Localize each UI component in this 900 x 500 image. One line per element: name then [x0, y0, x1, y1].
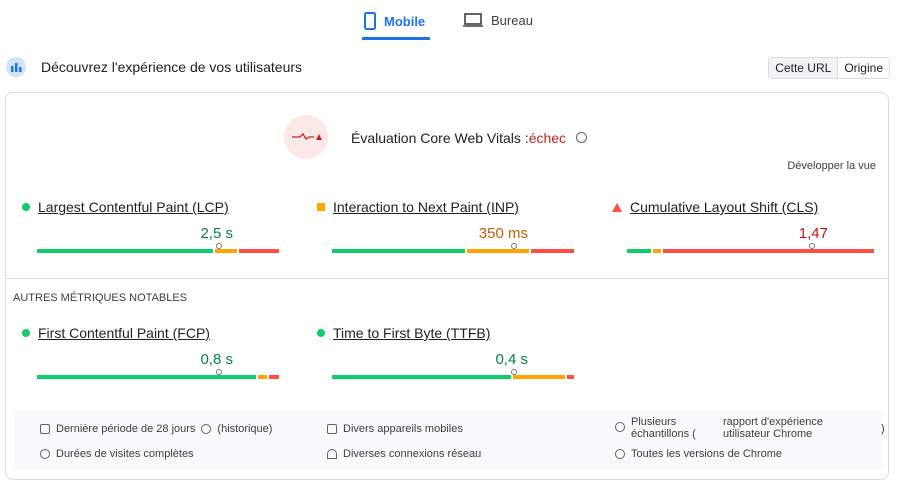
- distribution-segment: [257, 375, 268, 379]
- p75-marker: [215, 243, 222, 249]
- toggle: Cette URL Origine: [768, 57, 890, 79]
- distribution-segment: [662, 249, 874, 253]
- card: [5, 92, 889, 480]
- divider: [6, 278, 888, 279]
- footer-text: Durées de visites complètes: [56, 448, 194, 460]
- metric-value: 2,5 s: [200, 225, 233, 242]
- distribution-segment: [37, 375, 256, 379]
- distribution-segment: [332, 375, 511, 379]
- distribution-segment: [531, 249, 574, 253]
- icon: [327, 424, 337, 434]
- assessment-status: échec: [528, 130, 567, 146]
- footer-item: Toutes les versions de Chrome: [615, 448, 782, 460]
- assessment-label: Évaluation Core Web Vitals :: [351, 130, 529, 146]
- icon: [327, 449, 337, 459]
- metric-value: 0,4 s: [495, 351, 528, 368]
- distribution-segment: [238, 249, 279, 253]
- other-title: AUTRES MÉTRIQUES NOTABLES: [13, 292, 187, 304]
- tab-label: Mobile: [384, 13, 426, 29]
- metric-name[interactable]: Time to First Byte (TTFB): [317, 325, 574, 341]
- section-title: Découvrez l'expérience de vos utilisateu…: [41, 59, 303, 75]
- distribution-segment: [467, 249, 530, 253]
- toggle-button[interactable]: Origine: [844, 61, 883, 75]
- rating-icon: [317, 203, 325, 211]
- footer-text: Divers appareils mobiles: [343, 423, 463, 435]
- metric-name[interactable]: First Contentful Paint (FCP): [22, 325, 279, 341]
- footer: Dernière période de 28 jours (historique)…: [14, 410, 885, 470]
- icon: [40, 449, 50, 459]
- crux-icon: [6, 57, 26, 77]
- metric-label: Time to First Byte (TTFB): [333, 325, 491, 341]
- tab-label: Bureau: [491, 12, 533, 28]
- history-link[interactable]: (historique): [217, 423, 273, 435]
- report-link[interactable]: rapport d'expérience utilisateur Chrome: [723, 416, 823, 440]
- footer-item: Plusieurs échantillons ( rapport d'expéri…: [615, 416, 885, 440]
- rating-icon: [612, 202, 622, 212]
- distribution-segment: [653, 249, 661, 253]
- tab-desktop[interactable]: Bureau: [463, 12, 533, 28]
- toggle-button[interactable]: Cette URL: [769, 58, 839, 78]
- icon: [615, 449, 625, 459]
- metric: Time to First Byte (TTFB) 0,4 s: [317, 325, 574, 379]
- rating-icon: [317, 329, 325, 337]
- metric-label: Largest Contentful Paint (LCP): [38, 199, 229, 215]
- distribution-segment: [269, 375, 279, 379]
- phone-icon: [364, 12, 376, 30]
- footer-text: Toutes les versions de Chrome: [631, 448, 783, 460]
- footer-item: Diverses connexions réseau: [327, 448, 481, 460]
- distribution-bar: [37, 369, 279, 379]
- metric-label: Cumulative Layout Shift (CLS): [630, 199, 819, 215]
- rating-icon: [22, 329, 30, 337]
- footer-text: Plusieurs échantillons (: [631, 416, 696, 440]
- metric-value: 1,47: [798, 225, 828, 242]
- metric-label: First Contentful Paint (FCP): [38, 325, 210, 341]
- footer-text: ): [881, 423, 885, 435]
- distribution-segment: [512, 375, 565, 379]
- desktop-icon: [463, 13, 483, 27]
- metric-name[interactable]: Largest Contentful Paint (LCP): [22, 199, 279, 215]
- help-icon[interactable]: [575, 132, 587, 143]
- distribution-segment: [627, 249, 652, 253]
- metric-value: 0,8 s: [200, 351, 233, 368]
- footer-item: Dernière période de 28 jours (historique): [40, 423, 272, 435]
- distribution-segment: [215, 249, 237, 253]
- p75-marker: [215, 369, 222, 375]
- icon: [615, 422, 625, 432]
- metric: First Contentful Paint (FCP) 0,8 s: [22, 325, 279, 379]
- distribution-segment: [332, 249, 466, 253]
- p75-marker: [510, 369, 517, 375]
- p75-marker: [510, 243, 517, 249]
- tab-mobile[interactable]: Mobile: [364, 12, 425, 30]
- rating-icon: [22, 203, 30, 211]
- tab-underline: [362, 37, 430, 40]
- distribution-segment: [566, 375, 574, 379]
- metric-name[interactable]: Interaction to Next Paint (INP): [317, 199, 574, 215]
- footer-item: Durées de visites complètes: [40, 448, 194, 460]
- assessment: Évaluation Core Web Vitals :échec: [351, 130, 587, 146]
- icon: [201, 424, 212, 434]
- distribution-segment: [37, 249, 214, 253]
- metric: Largest Contentful Paint (LCP) 2,5 s: [22, 199, 279, 253]
- expand-link[interactable]: Développer la vue: [787, 160, 876, 172]
- distribution-bar: [332, 369, 574, 379]
- footer-text: Diverses connexions réseau: [343, 448, 482, 460]
- icon: [40, 424, 50, 434]
- status-icon: [284, 115, 328, 159]
- footer-text: Dernière période de 28 jours: [56, 423, 196, 435]
- distribution-bar: [627, 243, 874, 253]
- distribution-bar: [37, 243, 279, 253]
- distribution-bar: [332, 243, 574, 253]
- metric: Cumulative Layout Shift (CLS) 1,47: [612, 199, 874, 253]
- p75-marker: [809, 243, 816, 249]
- footer-item: Divers appareils mobiles: [327, 423, 463, 435]
- metric-label: Interaction to Next Paint (INP): [333, 199, 519, 215]
- metric-name[interactable]: Cumulative Layout Shift (CLS): [612, 199, 874, 215]
- metric: Interaction to Next Paint (INP) 350 ms: [317, 199, 574, 253]
- metric-value: 350 ms: [478, 225, 528, 242]
